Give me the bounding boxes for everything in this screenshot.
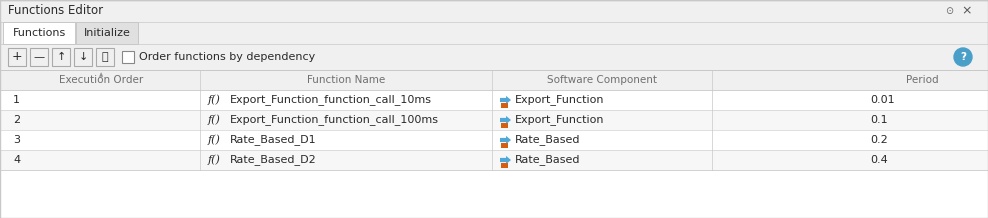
Bar [52, 48, 70, 66]
Bar [122, 51, 134, 63]
Text: 3: 3 [13, 135, 20, 145]
Text: ↓: ↓ [78, 52, 88, 62]
Bar [0, 70, 988, 90]
Text: f(): f() [208, 135, 221, 145]
Text: ⊙: ⊙ [945, 6, 953, 16]
Bar [76, 22, 138, 44]
Text: Function Name: Function Name [307, 75, 385, 85]
Bar [501, 163, 508, 168]
Text: Rate_Based: Rate_Based [515, 135, 581, 145]
Bar [0, 90, 988, 110]
Text: 0.01: 0.01 [870, 95, 894, 105]
Polygon shape [500, 96, 511, 104]
Text: 4: 4 [13, 155, 20, 165]
Bar [96, 48, 114, 66]
Bar [0, 44, 988, 70]
Bar [3, 22, 75, 44]
Text: 2: 2 [13, 115, 20, 125]
Bar [501, 123, 508, 128]
Bar [0, 130, 988, 150]
Text: Rate_Based_D1: Rate_Based_D1 [230, 135, 316, 145]
Bar [0, 150, 988, 170]
Text: Export_Function_function_call_10ms: Export_Function_function_call_10ms [230, 95, 432, 106]
Text: ▲: ▲ [100, 72, 104, 77]
Text: ↑: ↑ [56, 52, 65, 62]
Text: ⤓: ⤓ [102, 52, 109, 62]
Text: ?: ? [960, 52, 966, 62]
Bar [501, 143, 508, 148]
Bar [30, 48, 48, 66]
Text: Order functions by dependency: Order functions by dependency [139, 52, 315, 62]
Text: f(): f() [208, 115, 221, 125]
Text: ×: × [961, 5, 972, 17]
Text: Software Component: Software Component [547, 75, 657, 85]
Text: —: — [34, 52, 44, 62]
Text: Export_Function: Export_Function [515, 95, 605, 106]
Text: Rate_Based_D2: Rate_Based_D2 [230, 155, 317, 165]
Bar [74, 48, 92, 66]
Text: 0.2: 0.2 [870, 135, 888, 145]
Circle shape [954, 48, 972, 66]
Text: Initialize: Initialize [84, 28, 130, 38]
Text: Export_Function: Export_Function [515, 114, 605, 125]
Text: f(): f() [208, 95, 221, 105]
Bar [8, 48, 26, 66]
Text: Functions Editor: Functions Editor [8, 5, 103, 17]
Text: Execution Order: Execution Order [59, 75, 143, 85]
Bar [0, 170, 988, 218]
Text: Period: Period [906, 75, 939, 85]
Text: f(): f() [208, 155, 221, 165]
Text: 0.1: 0.1 [870, 115, 887, 125]
Bar [0, 0, 988, 22]
Text: 0.4: 0.4 [870, 155, 888, 165]
Polygon shape [500, 136, 511, 144]
Polygon shape [500, 116, 511, 124]
Text: 1: 1 [13, 95, 20, 105]
Bar [0, 110, 988, 130]
Bar [501, 103, 508, 108]
Text: Functions: Functions [13, 28, 65, 38]
Text: +: + [12, 51, 23, 63]
Text: Rate_Based: Rate_Based [515, 155, 581, 165]
Text: Export_Function_function_call_100ms: Export_Function_function_call_100ms [230, 114, 439, 125]
Polygon shape [500, 156, 511, 164]
